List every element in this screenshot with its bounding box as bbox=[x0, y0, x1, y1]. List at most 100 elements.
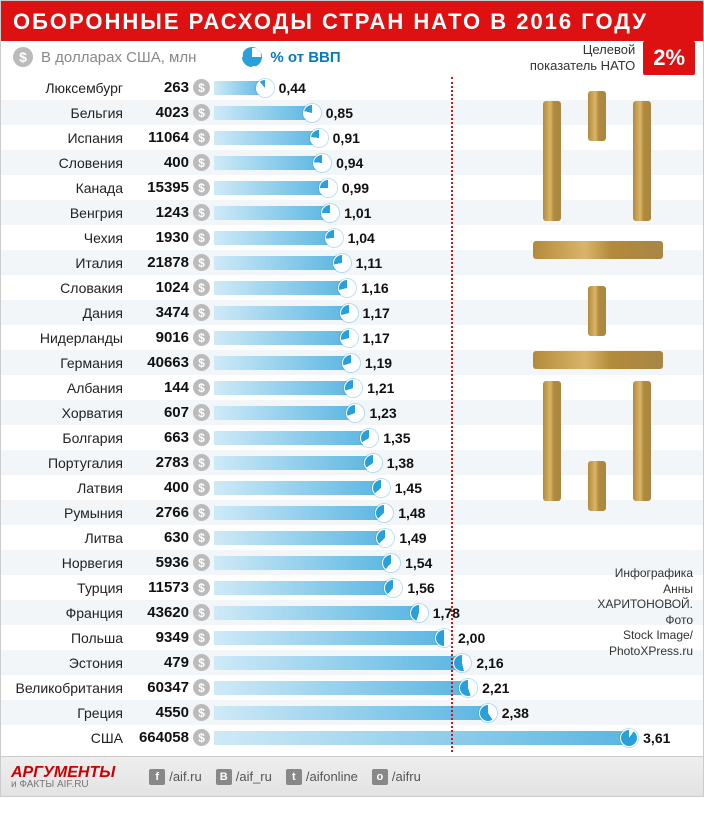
legend-gdp: % от ВВП bbox=[270, 49, 340, 66]
gdp-bar bbox=[214, 631, 444, 645]
credits-line: Анны bbox=[597, 582, 693, 598]
usd-value: 2766 bbox=[131, 504, 193, 521]
coin-icon: $ bbox=[193, 329, 210, 346]
gdp-value: 1,35 bbox=[383, 430, 410, 446]
gdp-bar bbox=[214, 381, 353, 395]
social-text: /aif.ru bbox=[169, 769, 202, 784]
country-name: Дания bbox=[1, 305, 131, 321]
usd-value: 9016 bbox=[131, 329, 193, 346]
usd-value: 2783 bbox=[131, 454, 193, 471]
usd-value: 40663 bbox=[131, 354, 193, 371]
credits-line: Инфографика bbox=[597, 566, 693, 582]
country-name: Словакия bbox=[1, 280, 131, 296]
pie-icon bbox=[310, 129, 328, 147]
pie-icon bbox=[360, 429, 378, 447]
gdp-value: 1,45 bbox=[395, 480, 422, 496]
usd-value: 21878 bbox=[131, 254, 193, 271]
bar-area: 1,04 bbox=[214, 225, 703, 250]
gdp-bar bbox=[214, 281, 347, 295]
coin-icon: $ bbox=[193, 179, 210, 196]
coin-icon: $ bbox=[193, 529, 210, 546]
gdp-value: 1,21 bbox=[367, 380, 394, 396]
social-link[interactable]: f/aif.ru bbox=[149, 769, 202, 785]
table-row: Словения400$0,94 bbox=[1, 150, 703, 175]
coin-icon: $ bbox=[193, 479, 210, 496]
gdp-value: 0,94 bbox=[336, 155, 363, 171]
gdp-bar bbox=[214, 581, 393, 595]
coin-icon: $ bbox=[193, 404, 210, 421]
usd-value: 43620 bbox=[131, 604, 193, 621]
bar-area: 1,17 bbox=[214, 325, 703, 350]
gdp-bar bbox=[214, 456, 373, 470]
ok-icon: o bbox=[372, 769, 388, 785]
gdp-value: 1,56 bbox=[407, 580, 434, 596]
footer-logo: АРГУМЕНТЫ и ФАКТЫ AIF.RU bbox=[11, 764, 115, 790]
usd-value: 15395 bbox=[131, 179, 193, 196]
gdp-bar bbox=[214, 256, 342, 270]
pie-icon bbox=[346, 404, 364, 422]
bar-area: 1,19 bbox=[214, 350, 703, 375]
social-link[interactable]: o/aifru bbox=[372, 769, 421, 785]
gdp-value: 1,78 bbox=[433, 605, 460, 621]
social-link[interactable]: t/aifonline bbox=[286, 769, 358, 785]
credits-line: Фото bbox=[597, 613, 693, 629]
gdp-bar bbox=[214, 181, 328, 195]
pie-icon bbox=[620, 729, 638, 747]
coin-icon: $ bbox=[193, 454, 210, 471]
table-row: Канада15395$0,99 bbox=[1, 175, 703, 200]
twitter-icon: t bbox=[286, 769, 302, 785]
bar-area: 0,99 bbox=[214, 175, 703, 200]
gdp-value: 1,17 bbox=[363, 330, 390, 346]
bar-area: 0,85 bbox=[214, 100, 703, 125]
usd-value: 400 bbox=[131, 154, 193, 171]
bar-area: 1,45 bbox=[214, 475, 703, 500]
gdp-value: 0,44 bbox=[279, 80, 306, 96]
table-row: Бельгия4023$0,85 bbox=[1, 100, 703, 125]
usd-value: 3474 bbox=[131, 304, 193, 321]
usd-value: 4023 bbox=[131, 104, 193, 121]
gdp-bar bbox=[214, 681, 468, 695]
gdp-bar bbox=[214, 306, 349, 320]
gdp-bar bbox=[214, 606, 419, 620]
pie-icon bbox=[256, 79, 274, 97]
table-row: Люксембург263$0,44 bbox=[1, 75, 703, 100]
usd-value: 663 bbox=[131, 429, 193, 446]
gdp-value: 1,11 bbox=[356, 255, 382, 271]
coin-icon: $ bbox=[193, 504, 210, 521]
usd-value: 1024 bbox=[131, 279, 193, 296]
bar-area: 1,38 bbox=[214, 450, 703, 475]
gdp-value: 1,54 bbox=[405, 555, 432, 571]
target-pct: 2% bbox=[643, 41, 695, 75]
table-row: Румыния2766$1,48 bbox=[1, 500, 703, 525]
table-row: Португалия2783$1,38 bbox=[1, 450, 703, 475]
gdp-bar bbox=[214, 731, 629, 745]
gdp-bar bbox=[214, 706, 488, 720]
country-name: Бельгия bbox=[1, 105, 131, 121]
pie-icon bbox=[459, 679, 477, 697]
gdp-value: 1,17 bbox=[363, 305, 390, 321]
gdp-value: 2,16 bbox=[476, 655, 503, 671]
coin-icon: $ bbox=[193, 604, 210, 621]
social-text: /aifru bbox=[392, 769, 421, 784]
usd-value: 60347 bbox=[131, 679, 193, 696]
coin-icon: $ bbox=[193, 704, 210, 721]
coin-icon: $ bbox=[193, 279, 210, 296]
gdp-bar bbox=[214, 206, 330, 220]
country-name: Чехия bbox=[1, 230, 131, 246]
social-link[interactable]: В/aif_ru bbox=[216, 769, 272, 785]
bar-area: 0,44 bbox=[214, 75, 703, 100]
bar-area: 3,61 bbox=[214, 725, 703, 750]
gdp-bar bbox=[214, 231, 334, 245]
country-name: Франция bbox=[1, 605, 131, 621]
table-row: США664058$3,61 bbox=[1, 725, 703, 750]
table-row: Чехия1930$1,04 bbox=[1, 225, 703, 250]
coin-icon: $ bbox=[193, 254, 210, 271]
coin-icon: $ bbox=[193, 729, 210, 746]
coin-icon: $ bbox=[13, 47, 33, 67]
bar-area: 1,21 bbox=[214, 375, 703, 400]
gdp-bar bbox=[214, 481, 381, 495]
usd-value: 144 bbox=[131, 379, 193, 396]
country-name: Литва bbox=[1, 530, 131, 546]
pie-icon bbox=[344, 379, 362, 397]
usd-value: 263 bbox=[131, 79, 193, 96]
